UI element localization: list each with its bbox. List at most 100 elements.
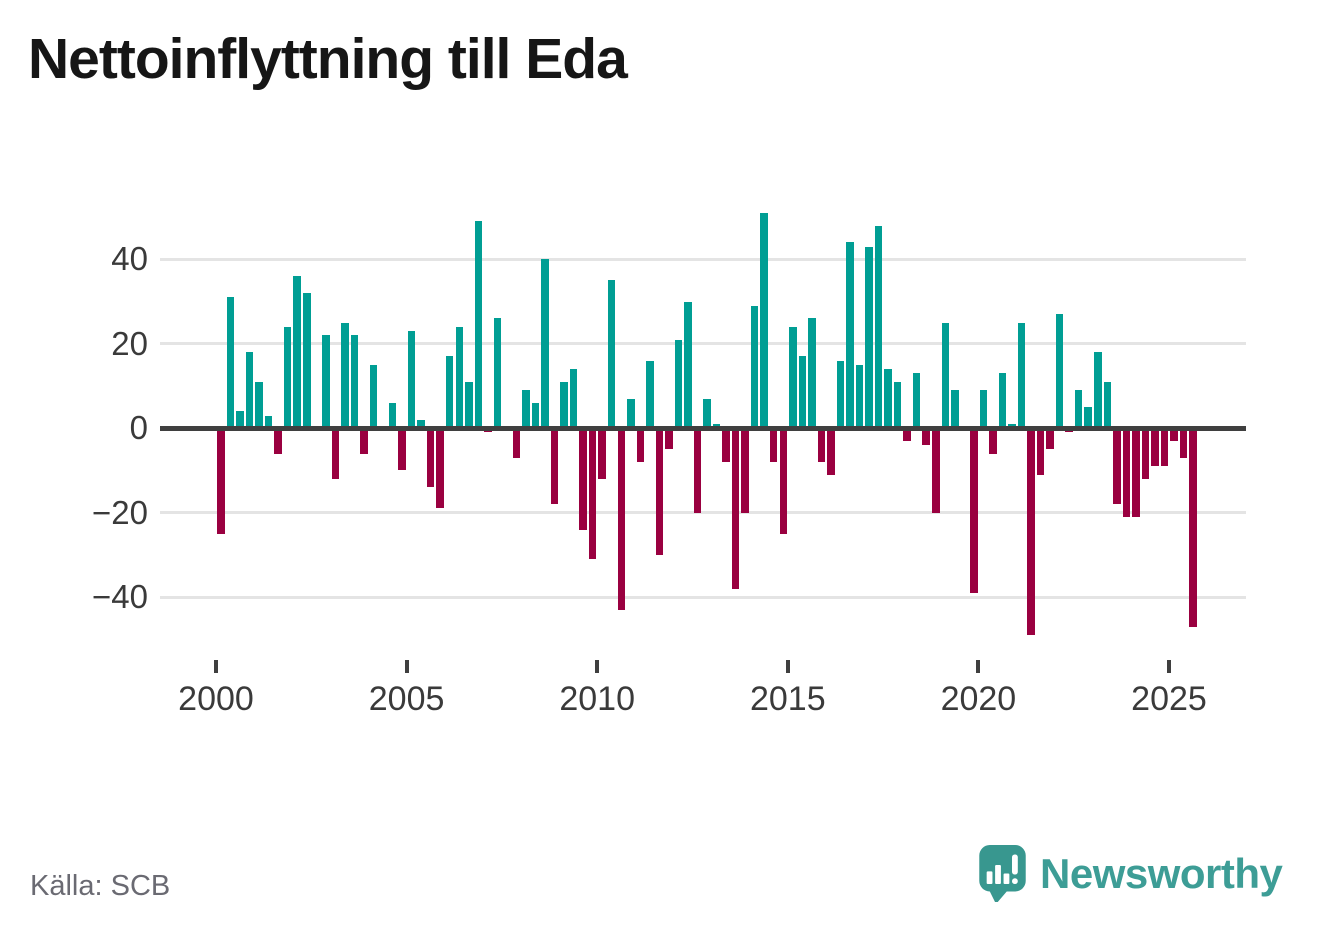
- bar: [493, 318, 502, 429]
- bar: [1084, 407, 1092, 429]
- bar: [1074, 390, 1083, 429]
- x-tick-mark: [1167, 660, 1171, 673]
- x-tick-label: 2010: [559, 680, 635, 718]
- bar: [617, 428, 625, 610]
- bar: [989, 428, 997, 454]
- bar: [903, 428, 911, 441]
- bar: [550, 428, 559, 505]
- y-tick-label: 20: [111, 324, 148, 362]
- bar: [798, 356, 807, 429]
- bar: [779, 428, 788, 534]
- bar: [1132, 428, 1140, 517]
- bar: [522, 390, 530, 429]
- bar: [912, 373, 921, 429]
- bar: [569, 369, 578, 429]
- bar-chart-plot: [160, 196, 1246, 652]
- x-tick-mark: [595, 660, 600, 673]
- bar: [665, 428, 673, 450]
- bar: [588, 428, 597, 560]
- bar: [1170, 428, 1178, 441]
- bar: [1103, 381, 1112, 429]
- bar: [932, 428, 940, 513]
- gridline: [160, 257, 1246, 261]
- x-tick-label: 2015: [749, 680, 826, 718]
- x-tick-mark: [214, 660, 218, 673]
- bar: [607, 280, 616, 429]
- bar: [245, 352, 254, 429]
- chart-title: Nettoinflyttning till Eda: [28, 27, 628, 91]
- bar: [1189, 428, 1197, 627]
- bar: [893, 381, 902, 429]
- bar: [684, 301, 692, 429]
- bar: [941, 322, 950, 429]
- bar: [1055, 314, 1064, 429]
- bar: [1046, 428, 1054, 450]
- bar: [360, 428, 368, 454]
- gridline: [160, 342, 1246, 346]
- bar: [331, 428, 340, 479]
- bar: [436, 428, 444, 509]
- bar: [951, 390, 959, 429]
- bar: [741, 428, 749, 513]
- y-tick-label: 0: [129, 409, 148, 447]
- bar: [769, 428, 778, 462]
- bar: [1094, 352, 1102, 429]
- bar-chart-speech-bubble-icon: [979, 845, 1026, 902]
- bar: [1122, 428, 1131, 517]
- bar: [808, 318, 816, 429]
- bar: [455, 326, 463, 429]
- bar: [426, 428, 435, 488]
- bar: [1036, 428, 1045, 475]
- bar: [1141, 428, 1150, 479]
- newsworthy-wordmark: Newsworthy: [1040, 849, 1283, 897]
- x-tick-mark: [785, 660, 790, 673]
- bar: [655, 428, 664, 555]
- bar: [884, 369, 892, 429]
- bar: [1017, 322, 1026, 429]
- bar: [922, 428, 930, 446]
- bar: [274, 428, 282, 454]
- bar: [827, 428, 835, 475]
- bar: [255, 381, 263, 429]
- bar: [322, 335, 330, 429]
- bar: [1160, 428, 1169, 467]
- bar: [341, 322, 349, 429]
- bar: [979, 390, 988, 429]
- bar: [303, 293, 311, 429]
- gridline: [160, 511, 1246, 515]
- x-tick-label: 2000: [178, 680, 254, 718]
- y-tick-label: −40: [92, 578, 148, 616]
- x-tick-label: 2020: [940, 680, 1017, 718]
- y-axis-labels: 40 20 0 −20 −40: [0, 196, 148, 652]
- x-tick-mark: [976, 660, 981, 673]
- x-axis: 2000 2005 2010 2015 2020 2025: [160, 652, 1246, 742]
- bar: [350, 335, 359, 429]
- x-tick-mark: [404, 660, 409, 673]
- bar: [417, 419, 425, 429]
- bar: [750, 305, 759, 429]
- bar: [264, 415, 273, 429]
- bar: [731, 428, 740, 589]
- bar: [217, 428, 225, 534]
- bar: [865, 246, 873, 429]
- bar: [836, 360, 845, 429]
- bar: [465, 381, 473, 429]
- bar: [398, 428, 406, 471]
- bar: [512, 428, 521, 458]
- bar: [445, 356, 454, 429]
- bar: [293, 276, 301, 429]
- bar: [674, 339, 683, 429]
- x-tick-label: 2025: [1131, 680, 1207, 718]
- bar: [1151, 428, 1159, 467]
- y-tick-label: 40: [111, 240, 148, 278]
- gridline: [160, 595, 1246, 599]
- bar: [1179, 428, 1188, 458]
- bar: [407, 331, 416, 429]
- source-note: Källa: SCB: [30, 870, 171, 902]
- bar: [874, 225, 883, 429]
- bar: [703, 398, 711, 429]
- bar: [531, 402, 540, 429]
- bar: [598, 428, 606, 479]
- bar: [474, 221, 483, 429]
